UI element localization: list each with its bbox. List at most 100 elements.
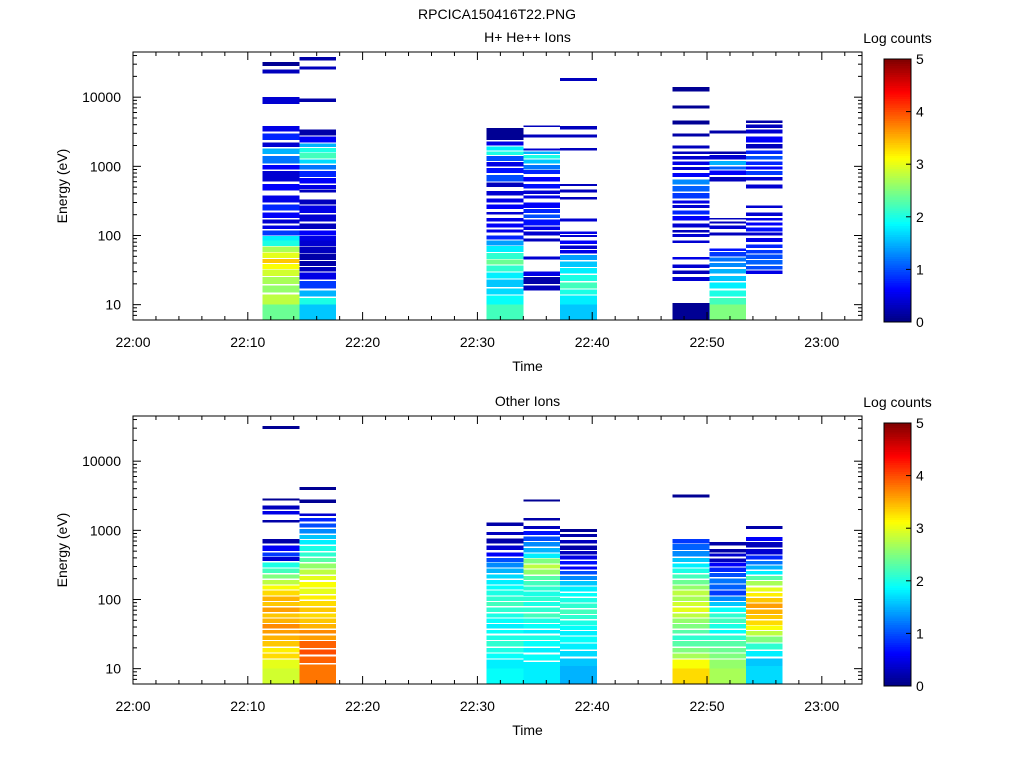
- colorbar-swatch: [884, 148, 911, 152]
- spectrogram-cell: [709, 635, 746, 640]
- spectrogram-cell: [299, 143, 337, 147]
- colorbar-swatch: [884, 157, 911, 161]
- spectrogram-cell: [262, 246, 300, 252]
- spectrogram-cell: [523, 183, 560, 189]
- spectrogram-cell: [709, 573, 746, 578]
- spectrogram-cell: [262, 156, 300, 164]
- spectrogram-cell: [486, 259, 524, 265]
- spectrogram-cell: [560, 631, 597, 636]
- spectrogram-cell: [746, 166, 783, 170]
- spectrogram-cell: [709, 130, 746, 134]
- colorbar-swatch: [884, 197, 911, 200]
- spectrogram-cell: [672, 635, 710, 640]
- spectrogram-cell: [523, 662, 560, 684]
- spectrogram-cell: [262, 653, 300, 659]
- spectrogram-cell: [299, 588, 337, 594]
- colorbar-swatch: [884, 607, 911, 610]
- colorbar-swatch: [884, 212, 911, 216]
- colorbar-swatch: [884, 488, 911, 492]
- spectrogram-cell: [299, 601, 337, 607]
- spectrogram-cell: [262, 269, 300, 276]
- colorbar-swatch: [884, 311, 911, 314]
- spectrogram-cell: [486, 531, 524, 536]
- spectrogram-cell: [262, 574, 300, 579]
- spectrogram-cell: [262, 607, 300, 612]
- colorbar-swatch: [884, 479, 911, 483]
- panel-title: Other Ions: [495, 393, 560, 409]
- spectrogram-cell: [486, 252, 524, 259]
- colorbar-swatch: [884, 282, 911, 286]
- spectrogram-cell: [672, 563, 710, 568]
- spectrogram-cell: [672, 544, 710, 550]
- colorbar-swatch: [884, 304, 911, 308]
- colorbar-swatch: [884, 175, 911, 178]
- colorbar-swatch: [884, 561, 911, 564]
- colorbar-swatch: [884, 166, 911, 170]
- spectrogram-cell: [262, 539, 300, 544]
- colorbar-swatch: [884, 604, 911, 608]
- spectrogram-cell: [262, 426, 300, 430]
- colorbar-swatch: [884, 243, 911, 246]
- colorbar-swatch: [884, 192, 911, 196]
- panel-title: H+ He++ Ions: [484, 29, 571, 45]
- colorbar-swatch: [884, 155, 911, 159]
- spectrogram-cell: [262, 230, 300, 236]
- spectrogram-cell: [746, 222, 783, 226]
- colorbar-swatch: [884, 582, 911, 586]
- colorbar-swatch: [884, 563, 911, 567]
- colorbar-swatch: [884, 447, 911, 450]
- colorbar-swatch: [884, 664, 911, 667]
- spectrogram-cell: [746, 541, 783, 548]
- spectrogram-cell: [262, 304, 300, 320]
- spectrogram-cell: [262, 659, 300, 669]
- colorbar-swatch: [884, 431, 911, 435]
- spectrogram-cell: [709, 653, 746, 659]
- spectrogram-cell: [672, 256, 710, 260]
- spectrogram-cell: [299, 223, 337, 229]
- spectrogram-cell: [560, 267, 597, 274]
- x-tick-label: 22:00: [115, 334, 150, 350]
- spectrogram-cell: [299, 523, 337, 528]
- spectrogram-cell: [262, 545, 300, 552]
- colorbar-swatch: [884, 670, 911, 674]
- spectrogram-cell: [746, 561, 783, 565]
- spectrogram-cell: [746, 238, 783, 243]
- colorbar-swatch: [884, 554, 911, 558]
- colorbar-swatch: [884, 238, 911, 242]
- colorbar-tick-label: 0: [916, 314, 924, 330]
- y-tick-label: 10000: [82, 89, 121, 105]
- colorbar-swatch: [884, 267, 911, 270]
- colorbar-swatch: [884, 512, 911, 516]
- spectrogram-cell: [299, 199, 337, 205]
- spectrogram-cell: [746, 150, 783, 155]
- colorbar-swatch: [884, 637, 911, 641]
- spectrogram-cell: [672, 668, 710, 684]
- spectrogram-cell: [299, 189, 337, 193]
- colorbar-swatch: [884, 98, 911, 102]
- colorbar-swatch: [884, 236, 911, 240]
- colorbar-swatch: [884, 216, 911, 220]
- colorbar-swatch: [884, 203, 911, 207]
- spectrogram-cell: [262, 252, 300, 259]
- colorbar-swatch: [884, 466, 911, 470]
- spectrogram-cell: [486, 191, 524, 196]
- colorbar-swatch: [884, 289, 911, 292]
- spectrogram-cell: [672, 590, 710, 596]
- spectrogram-cell: [560, 245, 597, 249]
- spectrogram-cell: [560, 295, 597, 305]
- x-tick-label: 22:50: [689, 698, 724, 714]
- colorbar-swatch: [884, 626, 911, 630]
- spectrogram-cell: [746, 120, 783, 124]
- spectrogram-cell: [746, 144, 783, 149]
- spectrogram-cell: [523, 591, 560, 597]
- colorbar-swatch: [884, 284, 911, 288]
- colorbar-swatch: [884, 271, 911, 275]
- spectrogram-cell: [486, 552, 524, 557]
- spectrogram-cell: [486, 635, 524, 640]
- spectrogram-cell: [709, 659, 746, 669]
- y-tick-label: 1000: [90, 158, 121, 174]
- colorbar-swatch: [884, 451, 911, 455]
- spectrogram-cell: [560, 289, 597, 295]
- colorbar-tick-label: 2: [916, 573, 924, 589]
